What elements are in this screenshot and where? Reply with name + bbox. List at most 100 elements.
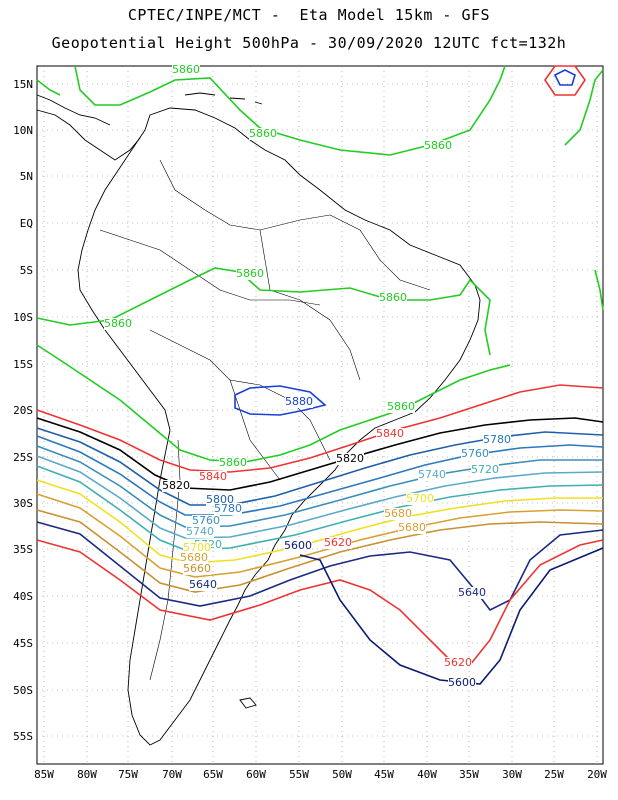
longitude-label: 70W	[162, 768, 182, 781]
contour-label-bg	[285, 396, 313, 408]
contour-5620	[36, 539, 604, 666]
contour-label-bg	[379, 292, 407, 304]
border-path	[99, 229, 321, 306]
contour-label-bg	[387, 401, 415, 413]
border-path	[229, 379, 331, 461]
contour-label: 5620	[324, 536, 352, 549]
contour-label-bg	[219, 457, 247, 469]
caribbean-islands	[184, 92, 263, 105]
border-path	[329, 214, 431, 291]
contour-layer	[36, 65, 604, 685]
border-path	[149, 329, 281, 481]
contour-label-bg	[444, 657, 472, 669]
contour-label-bg	[376, 428, 404, 440]
contour-label-bg	[471, 464, 499, 476]
contour-label: 5860	[236, 267, 264, 280]
border-path	[259, 229, 361, 381]
latitude-label: 5S	[20, 264, 33, 277]
contour-label-bg	[199, 471, 227, 483]
contour-label: 5860	[424, 139, 452, 152]
falklands	[239, 697, 257, 709]
map-title-line-2: Geopotential Height 500hPa - 30/09/2020 …	[51, 34, 567, 52]
latitude-label: 15N	[13, 78, 33, 91]
contour-label-bg	[249, 128, 277, 140]
contour-label: 5700	[406, 492, 434, 505]
contour-label-bg	[192, 515, 220, 527]
graticule	[37, 66, 603, 764]
contour-label-bg	[418, 469, 446, 481]
contour-label: 5600	[284, 539, 312, 552]
contour-5860	[564, 69, 604, 146]
contour-label: 5620	[444, 656, 472, 669]
contour-label-bg	[384, 508, 412, 520]
contour-label: 5740	[186, 525, 214, 538]
contour-label: 5700	[183, 541, 211, 554]
latitude-label: 10N	[13, 124, 33, 137]
contour-label: 5860	[387, 400, 415, 413]
contour-label: 5880	[285, 395, 313, 408]
contour-5860	[36, 267, 491, 356]
contour-label-bg	[461, 448, 489, 460]
longitude-label: 60W	[246, 768, 266, 781]
contour-5660	[36, 509, 604, 593]
contour-5600	[299, 547, 604, 685]
contour-5840-cyclone	[544, 65, 586, 96]
longitude-label: 75W	[118, 768, 138, 781]
longitude-label: 80W	[77, 768, 97, 781]
latitude-label: 40S	[13, 590, 33, 603]
contour-label-bg	[162, 480, 190, 492]
contour-label: 5720	[471, 463, 499, 476]
contour-label-bg	[324, 537, 352, 549]
contour-label-bg	[104, 318, 132, 330]
contour-5880	[234, 385, 327, 416]
contour-label: 5640	[458, 586, 486, 599]
contour-5820	[36, 417, 604, 491]
contour-label: 5860	[219, 456, 247, 469]
contour-label-bg	[172, 64, 200, 76]
map-frame	[36, 65, 604, 765]
contour-label: 5860	[379, 291, 407, 304]
contour-label: 5780	[483, 433, 511, 446]
contour-label-bg	[448, 677, 476, 689]
contour-label-bg	[424, 140, 452, 152]
contour-label-bg	[183, 542, 211, 554]
contour-label-bg	[183, 563, 211, 575]
contour-5720	[36, 465, 604, 551]
contour-label-bg	[284, 540, 312, 552]
contour-5740	[36, 455, 604, 539]
border-path	[159, 159, 331, 231]
contour-label: 5820	[162, 479, 190, 492]
axis-labels: 15N 10N 5N EQ 5S 10S 15S 20S 25S 30S 35S 40S 45S 50S 5…	[13, 78, 607, 781]
longitude-label: 25W	[544, 768, 564, 781]
longitude-label: 45W	[374, 768, 394, 781]
contour-5680	[36, 493, 604, 578]
contour-label: 5600	[448, 676, 476, 689]
contour-label-bg	[398, 522, 426, 534]
longitude-label: 85W	[34, 768, 54, 781]
contour-label-bg	[186, 526, 214, 538]
contour-5640	[36, 521, 604, 612]
contour-label: 5740	[418, 468, 446, 481]
longitude-label: 65W	[203, 768, 223, 781]
latitude-label: 45S	[13, 637, 33, 650]
contour-label: 5800	[206, 493, 234, 506]
contour-5880-cyclone	[553, 69, 576, 86]
latitude-label: 35S	[13, 543, 33, 556]
central-america-coast	[36, 109, 141, 161]
contour-label-bg	[236, 268, 264, 280]
contour-label-bg	[458, 587, 486, 599]
border-path	[149, 439, 181, 681]
contour-label: 5640	[189, 578, 217, 591]
contour-5760	[36, 445, 603, 528]
contour-5780	[36, 435, 604, 516]
central-america-coast-north	[36, 94, 111, 126]
contour-label: 5760	[461, 447, 489, 460]
contour-label: 5860	[172, 63, 200, 76]
contour-label: 5680	[384, 507, 412, 520]
contour-label-bg	[189, 579, 217, 591]
coastline-layer	[36, 92, 481, 746]
latitude-label: 15S	[13, 358, 33, 371]
contour-label-bg	[180, 552, 208, 564]
latitude-label: 50S	[13, 684, 33, 697]
longitude-label: 35W	[459, 768, 479, 781]
